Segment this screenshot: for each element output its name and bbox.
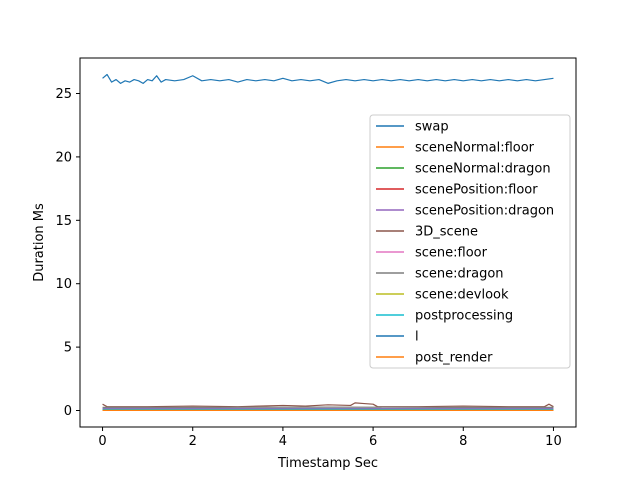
legend: swap sceneNormal:floor sceneNormal:dragon s… <box>369 114 571 369</box>
legend-label: sceneNormal:floor <box>415 141 535 156</box>
legend-label: scene:floor <box>415 246 488 261</box>
x-axis-ticks: 0 2 4 6 8 10 <box>98 427 562 449</box>
y-tick-label: 5 <box>64 341 72 356</box>
legend-box <box>369 114 571 369</box>
y-tick-label: 20 <box>55 150 72 165</box>
legend-label: scene:devlook <box>415 288 509 303</box>
x-tick-label: 0 <box>98 434 106 449</box>
legend-label: postprocessing <box>415 309 513 324</box>
series-line-0 <box>102 73 554 84</box>
y-axis-ticks: 0 5 10 15 20 25 <box>55 87 80 419</box>
y-tick-label: 25 <box>55 87 72 102</box>
series-layer <box>102 73 554 411</box>
x-tick-label: 6 <box>369 434 377 449</box>
x-tick-label: 10 <box>545 434 562 449</box>
y-axis-label: Duration Ms <box>32 203 47 282</box>
x-tick-label: 2 <box>189 434 197 449</box>
y-tick-label: 10 <box>55 277 72 292</box>
y-tick-label: 0 <box>64 404 72 419</box>
x-axis-label: Timestamp Sec <box>277 456 378 471</box>
legend-label: post_render <box>415 351 493 366</box>
legend-label: scene:dragon <box>415 267 504 282</box>
legend-label: l <box>415 330 419 345</box>
x-tick-label: 4 <box>279 434 287 449</box>
legend-label: swap <box>415 120 449 135</box>
series-line-5 <box>102 402 554 408</box>
legend-label: scenePosition:dragon <box>415 204 554 219</box>
y-tick-label: 15 <box>55 214 72 229</box>
legend-label: 3D_scene <box>415 225 478 240</box>
legend-items: swap sceneNormal:floor sceneNormal:dragon s… <box>376 120 554 366</box>
x-tick-label: 8 <box>459 434 467 449</box>
legend-label: scenePosition:floor <box>415 183 538 198</box>
legend-label: sceneNormal:dragon <box>415 162 551 177</box>
axes-frame <box>79 57 577 428</box>
